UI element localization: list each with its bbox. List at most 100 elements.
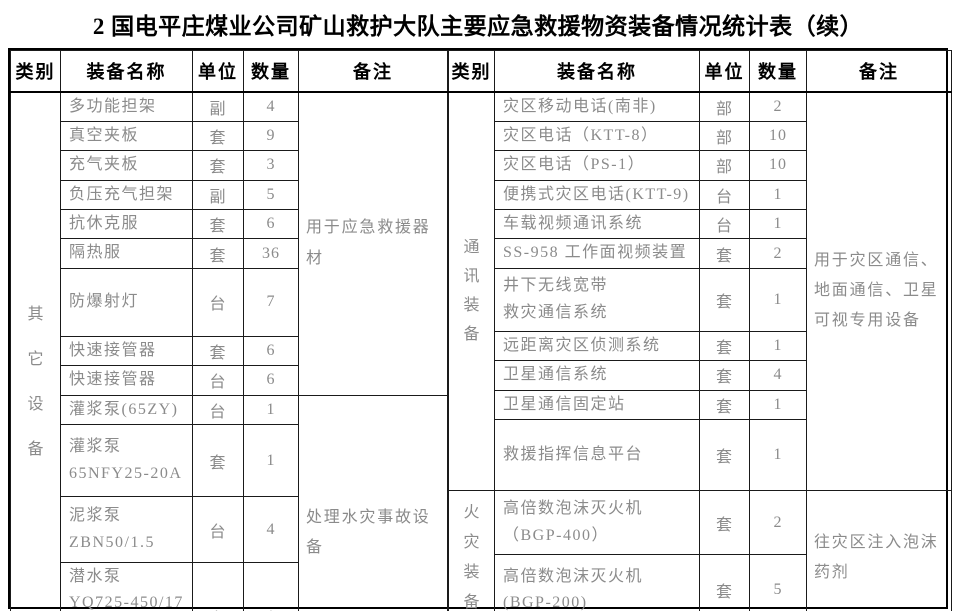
table-row: SS-958 工作面视频装置 套 2 — [449, 238, 952, 269]
quantity-cell: 10 — [749, 120, 807, 152]
quantity-cell: 2 — [749, 238, 807, 269]
equipment-name-cell: 救援指挥信息平台 — [494, 419, 700, 492]
quantity-cell: 1 — [243, 424, 299, 498]
unit-cell: 部 — [699, 150, 750, 181]
column-header-qty: 数量 — [243, 50, 299, 93]
column-header-name: 装备名称 — [494, 50, 700, 93]
equipment-table-left: 类别 装备名称 单位 数量 备注 其它设备 多功能担架 副 4 用于应急救援器材… — [10, 50, 448, 611]
quantity-cell: 36 — [243, 238, 299, 269]
unit-cell: 套 — [192, 238, 244, 269]
equipment-name-cell: 泥浆泵 ZBN50/1.5 — [60, 496, 193, 564]
equipment-name-cell: 高倍数泡沫灭火机 (BGP-200) — [494, 554, 700, 611]
header-row: 类别 装备名称 单位 数量 备注 — [10, 50, 448, 93]
table-row: 灌浆泵(65ZY) 台 1 处理水灾事故设备 — [11, 394, 448, 611]
column-header-qty: 数量 — [749, 50, 807, 93]
category-cell-communication-equipment: 通讯装备 — [448, 90, 495, 492]
unit-cell: 套 — [699, 267, 750, 332]
unit-cell: 套 — [192, 424, 244, 498]
unit-cell: 台 — [192, 267, 244, 337]
unit-cell: 套 — [699, 360, 750, 391]
table-row: 高倍数泡沫灭火机 (BGP-200) 套 5 — [449, 554, 952, 611]
quantity-cell: 7 — [243, 267, 299, 337]
equipment-name-cell: 高倍数泡沫灭火机 （BGP-400） — [494, 490, 700, 556]
unit-cell: 台 — [192, 496, 244, 564]
category-cell-other-equipment: 其它设备 — [10, 91, 61, 611]
quantity-cell: 4 — [243, 91, 299, 122]
quantity-cell: 10 — [749, 150, 807, 181]
unit-cell: 部 — [699, 120, 750, 152]
equipment-name-cell: 负压充气担架 — [60, 179, 193, 211]
unit-cell: 套 — [699, 490, 750, 556]
quantity-cell: 1 — [243, 562, 299, 611]
column-header-note: 备注 — [806, 50, 952, 93]
unit-cell: 套 — [699, 419, 750, 492]
quantity-cell: 1 — [749, 267, 807, 332]
quantity-cell: 1 — [749, 389, 807, 421]
unit-cell: 台 — [699, 179, 750, 211]
equipment-name-cell: 灾区移动电话(南非) — [494, 91, 700, 122]
equipment-name-cell: SS-958 工作面视频装置 — [494, 238, 700, 269]
equipment-name-cell: 井下无线宽带 救灾通信系统 — [494, 267, 700, 332]
equipment-table-right: 类别 装备名称 单位 数量 备注 通讯装备 灾区移动电话(南非) 部 2 用于灾… — [448, 50, 952, 611]
quantity-cell: 4 — [243, 496, 299, 564]
quantity-cell: 2 — [749, 91, 807, 122]
table-row: 快速接管器 台 6 — [11, 365, 448, 396]
equipment-name-cell: 快速接管器 — [60, 365, 193, 396]
equipment-name-cell: 卫星通信系统 — [494, 360, 700, 391]
unit-cell: 台 — [192, 394, 244, 426]
table-row: 车载视频通讯系统 台 1 — [449, 209, 952, 240]
column-header-category: 类别 — [10, 50, 61, 93]
equipment-name-cell: 车载视频通讯系统 — [494, 209, 700, 240]
equipment-name-cell: 卫星通信固定站 — [494, 389, 700, 421]
unit-cell: 套 — [699, 238, 750, 269]
quantity-cell: 1 — [243, 394, 299, 426]
table-row: 负压充气担架 副 5 — [11, 179, 448, 211]
column-header-unit: 单位 — [192, 50, 244, 93]
table-row: 通讯装备 灾区移动电话(南非) 部 2 用于灾区通信、地面通信、卫星可视专用设备 — [448, 90, 952, 492]
column-header-note: 备注 — [298, 50, 448, 93]
quantity-cell: 5 — [243, 179, 299, 211]
unit-cell: 套 — [699, 330, 750, 362]
unit-cell: 副 — [192, 179, 244, 211]
equipment-table: 类别 装备名称 单位 数量 备注 其它设备 多功能担架 副 4 用于应急救援器材… — [8, 48, 952, 611]
column-header-name: 装备名称 — [60, 50, 193, 93]
quantity-cell: 4 — [749, 360, 807, 391]
unit-cell: 副 — [192, 91, 244, 122]
table-row: 便携式灾区电话(KTT-9) 台 1 — [449, 179, 952, 211]
quantity-cell: 9 — [243, 120, 299, 152]
quantity-cell: 3 — [243, 150, 299, 181]
equipment-name-cell: 便携式灾区电话(KTT-9) — [494, 179, 700, 211]
table-row: 灌浆泵 65NFY25-20A 套 1 — [11, 424, 448, 498]
table-row: 抗休克服 套 6 — [11, 209, 448, 240]
unit-cell: 台 — [699, 209, 750, 240]
quantity-cell: 1 — [749, 179, 807, 211]
note-cell-rescue: 用于应急救援器材 — [298, 91, 448, 396]
quantity-cell: 1 — [749, 209, 807, 240]
equipment-name-cell: 多功能担架 — [60, 91, 193, 122]
column-header-unit: 单位 — [699, 50, 750, 93]
quantity-cell: 2 — [749, 490, 807, 556]
equipment-name-cell: 防爆射灯 — [60, 267, 193, 337]
table-row: 卫星通信系统 套 4 — [449, 360, 952, 391]
table-row: 快速接管器 套 6 — [11, 335, 448, 367]
unit-cell: 台 — [192, 562, 244, 611]
unit-cell: 套 — [699, 554, 750, 611]
unit-cell: 套 — [192, 335, 244, 367]
equipment-name-cell: 快速接管器 — [60, 335, 193, 367]
unit-cell: 套 — [192, 209, 244, 240]
table-row: 隔热服 套 36 — [11, 238, 448, 269]
unit-cell: 套 — [192, 120, 244, 152]
quantity-cell: 6 — [243, 335, 299, 367]
category-cell-fire-equipment: 火灾装备 — [448, 490, 495, 611]
equipment-name-cell: 潜水泵 YQ725-450/17-1 200 — [60, 562, 193, 611]
table-row: 井下无线宽带 救灾通信系统 套 1 — [449, 267, 952, 332]
table-row: 灾区电话（PS-1） 部 10 — [449, 150, 952, 181]
equipment-name-cell: 灾区电话（KTT-8） — [494, 120, 700, 152]
equipment-name-cell: 隔热服 — [60, 238, 193, 269]
unit-cell: 部 — [699, 91, 750, 122]
quantity-cell: 6 — [243, 365, 299, 396]
table-row: 卫星通信固定站 套 1 — [449, 389, 952, 421]
table-row: 泥浆泵 ZBN50/1.5 台 4 — [11, 496, 448, 564]
note-cell-communication: 用于灾区通信、地面通信、卫星可视专用设备 — [806, 90, 952, 492]
